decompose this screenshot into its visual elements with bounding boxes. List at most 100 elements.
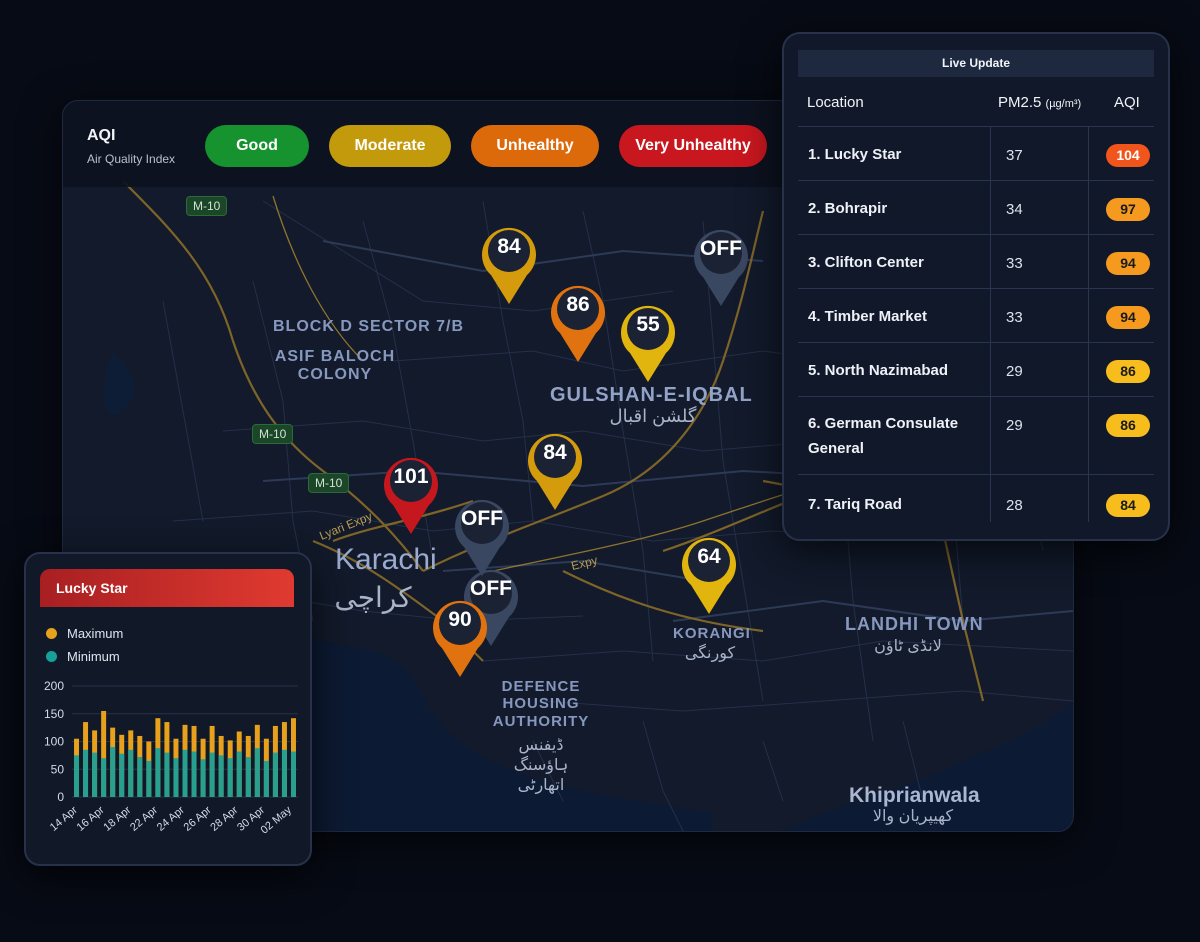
bar-minimum (182, 749, 188, 797)
map-pin[interactable]: OFF (691, 227, 751, 307)
map-pin-marker (621, 305, 675, 382)
column-divider (990, 126, 991, 522)
column-divider (1088, 126, 1089, 522)
map-pin[interactable]: 84 (479, 225, 539, 305)
area-label-dha-urdu-line1: ڈیفنس (518, 737, 564, 754)
map-pin-value: 55 (636, 313, 660, 336)
bar-minimum (227, 758, 233, 797)
x-tick-label: 22 Apr (128, 804, 160, 834)
lucky-star-panel: Lucky Star Maximum Minimum 0 50 100 150 200 1… (24, 552, 312, 866)
bar-minimum (137, 757, 143, 797)
bar-minimum (92, 752, 98, 797)
row-location: 2. Bohrapir (808, 200, 888, 217)
area-label-dha-line1: DEFENCE (501, 678, 581, 695)
map-pin-core (439, 603, 481, 645)
row-pm25: 34 (1006, 201, 1023, 218)
map-pin[interactable]: 86 (548, 283, 608, 363)
map-pin[interactable]: 101 (381, 455, 441, 535)
area-label-asif-baloch-line1: ASIF BALOCH (274, 348, 396, 365)
table-row[interactable]: 4. Timber Market 33 94 (798, 288, 1154, 343)
column-header-pm25-unit: (µg/m³) (1045, 98, 1082, 110)
road-badge-m10: M-10 (252, 424, 294, 444)
bar-minimum (281, 749, 287, 797)
y-tick-label: 150 (44, 707, 64, 721)
map-pin-marker (482, 227, 536, 304)
area-label-khiprianwala-urdu: کھیپریان والا (872, 808, 954, 825)
bar-minimum (155, 748, 161, 797)
table-row[interactable]: 2. Bohrapir 34 97 (798, 180, 1154, 235)
row-aqi-badge: 94 (1106, 252, 1150, 275)
map-pin-value: 90 (448, 608, 472, 631)
area-label-dha-urdu-line3: اتھارٹی (517, 777, 565, 794)
row-location: 1. Lucky Star (808, 146, 902, 163)
aqi-legend-title: AQI (87, 127, 116, 144)
bar-minimum (218, 755, 224, 797)
map-pin[interactable]: 55 (618, 303, 678, 383)
legend-item-minimum: Minimum (46, 649, 120, 664)
aqi-filter-good-button[interactable]: Good (205, 125, 309, 167)
bar-maximum (101, 710, 107, 797)
map-pin-marker (682, 537, 736, 614)
table-row[interactable]: 1. Lucky Star 37 104 (798, 126, 1154, 181)
table-row[interactable]: 7. Tariq Road 28 84 (798, 474, 1154, 523)
map-pin-value: 64 (697, 545, 721, 568)
x-tick-label: 28 Apr (208, 804, 240, 834)
area-label-dha-line2: HOUSING (502, 695, 580, 713)
row-aqi-badge: 97 (1106, 198, 1150, 221)
row-aqi-badge: 86 (1106, 360, 1150, 383)
map-pin[interactable]: OFF (452, 497, 512, 577)
bar-minimum (254, 748, 260, 797)
x-tick-label: 16 Apr (75, 804, 107, 834)
bar-minimum (191, 751, 197, 797)
map-pin-core (534, 436, 576, 478)
legend-label-maximum: Maximum (67, 626, 124, 641)
row-pm25: 29 (1006, 417, 1023, 434)
map-pin[interactable]: 84 (525, 431, 585, 511)
aqi-filter-unhealthy-button[interactable]: Unhealthy (471, 125, 599, 167)
row-pm25: 37 (1006, 147, 1023, 164)
column-header-location: Location (807, 94, 864, 111)
area-label-karachi-urdu: کراچی (334, 582, 412, 613)
aqi-filter-very-unhealthy-button[interactable]: Very Unhealthy (619, 125, 767, 167)
legend-dot-maximum (46, 628, 57, 639)
x-tick-label: 02 May (259, 804, 295, 837)
map-pin-marker (433, 600, 487, 677)
map-pin-core (700, 232, 742, 274)
map-pin-value: OFF (461, 507, 503, 530)
bar-minimum (128, 749, 134, 797)
x-tick-label: 18 Apr (101, 804, 133, 834)
table-row[interactable]: 3. Clifton Center 33 94 (798, 234, 1154, 289)
row-location: 5. North Nazimabad (808, 362, 949, 379)
y-tick-label: 100 (44, 735, 64, 749)
map-pin[interactable]: 64 (679, 535, 739, 615)
bar-minimum (263, 760, 269, 797)
map-pin-core (390, 460, 432, 502)
x-tick-label: 14 Apr (48, 804, 80, 834)
bar-minimum (83, 749, 89, 797)
row-aqi-badge: 84 (1106, 494, 1150, 517)
map-pin[interactable]: OFF (461, 567, 521, 647)
aqi-filter-moderate-button[interactable]: Moderate (329, 125, 451, 167)
bar-minimum (146, 760, 152, 797)
map-pin-core (488, 230, 530, 272)
row-location: 4. Timber Market (808, 308, 927, 325)
row-location: 6. German Consulate General (808, 415, 959, 457)
map-pin-marker (551, 285, 605, 362)
table-row[interactable]: 5. North Nazimabad 29 86 (798, 342, 1154, 397)
map-pin-value: 101 (393, 465, 429, 488)
area-label-asif-baloch: ASIF BALOCH COLONY (273, 348, 397, 385)
x-tick-label: 26 Apr (182, 804, 214, 834)
bar-minimum (110, 747, 116, 797)
row-pm25: 29 (1006, 363, 1023, 380)
column-header-aqi: AQI (1114, 94, 1140, 111)
area-label-gulshan: GULSHAN-E-IQBAL (550, 384, 753, 406)
table-row[interactable]: 6. German Consulate General 29 86 (798, 396, 1154, 475)
area-label-dha-line3: AUTHORITY (492, 712, 590, 730)
area-label-block-d: BLOCK D SECTOR 7/B (273, 318, 465, 335)
row-pm25: 33 (1006, 309, 1023, 326)
row-pm25: 33 (1006, 255, 1023, 272)
map-pin[interactable]: 90 (430, 598, 490, 678)
row-location: 7. Tariq Road (808, 496, 902, 513)
legend-item-maximum: Maximum (46, 626, 123, 641)
bar-minimum (209, 752, 215, 797)
